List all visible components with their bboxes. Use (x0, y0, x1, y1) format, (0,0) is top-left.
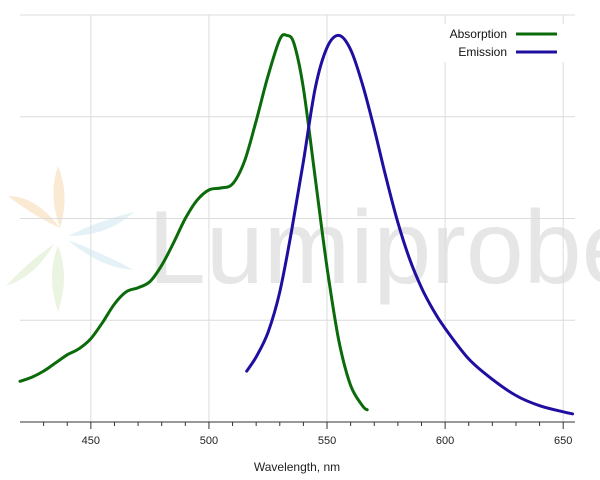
legend: Absorption Emission (440, 24, 568, 62)
series-line-emission (245, 33, 575, 416)
star-logo-icon (6, 166, 134, 312)
x-tick-label: 450 (82, 435, 100, 447)
legend-label-emission: Emission (458, 45, 507, 59)
watermark-text: Lumiprobe (148, 190, 600, 306)
series-line-absorption (18, 33, 369, 412)
x-tick-label: 550 (318, 435, 336, 447)
x-tick-label: 600 (436, 435, 454, 447)
series-lines (18, 33, 575, 416)
x-axis-title: Wavelength, nm (254, 460, 340, 474)
legend-box (440, 24, 568, 62)
legend-label-absorption: Absorption (450, 27, 507, 41)
x-axis: 450 500 550 600 650 (20, 421, 575, 447)
x-tick-label: 500 (200, 435, 218, 447)
lumiprobe-watermark: Lumiprobe (6, 166, 600, 312)
grid-lines (20, 14, 575, 422)
x-tick-label: 650 (554, 435, 572, 447)
